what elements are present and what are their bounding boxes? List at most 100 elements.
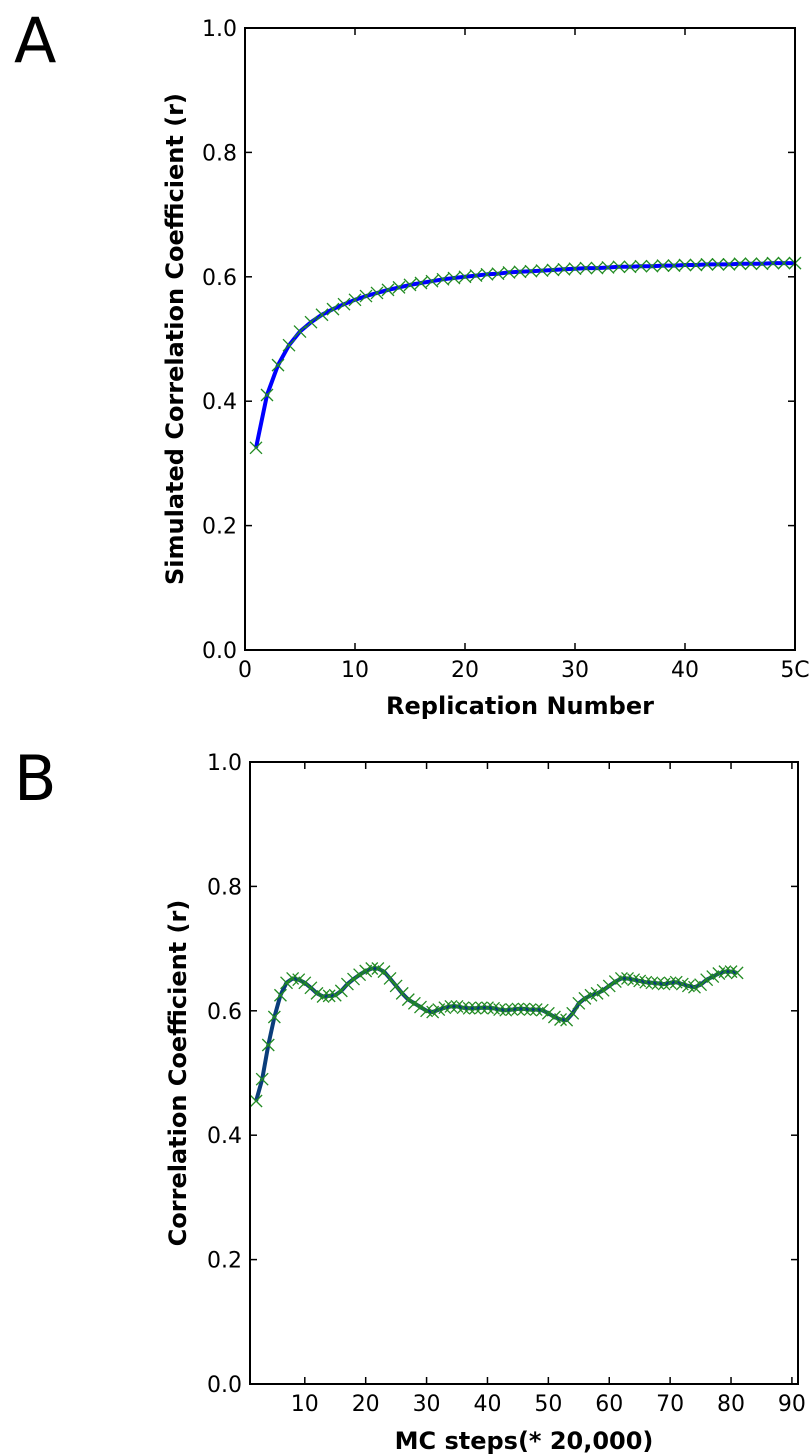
panel-a-data-point — [337, 297, 351, 311]
panel-b-y-tick-label: 0.6 — [207, 1000, 242, 1025]
panel-b-data-point — [444, 999, 458, 1013]
panel-b-data-point — [310, 986, 324, 1000]
panel-b-data-point — [590, 986, 604, 1000]
panel-b-data-point — [261, 1038, 275, 1052]
panel-a-data-point — [689, 258, 703, 272]
panel-a-data-point — [557, 262, 571, 276]
panel-a-x-tick-label: 40 — [671, 658, 699, 683]
panel-b-marks — [249, 963, 744, 1108]
panel-b-data-point — [499, 1003, 513, 1017]
panel-letter-b: B — [14, 742, 57, 815]
panel-b-data-point — [347, 972, 360, 986]
panel-a-data-point — [579, 261, 593, 275]
panel-a-data-point — [414, 276, 428, 290]
panel-a-y-tick-label: 0.6 — [202, 266, 237, 291]
panel-b-plot-frame — [249, 761, 799, 1385]
panel-b-data-point — [316, 990, 330, 1003]
panel-a-data-point — [524, 264, 538, 278]
panel-a-y-tick-label: 0.8 — [202, 141, 237, 166]
panel-a-data-point — [260, 388, 274, 402]
panel-a-data-point — [370, 286, 384, 300]
panel-a-data-point — [634, 259, 648, 273]
panel-b-x-tick-label: 50 — [534, 1392, 562, 1417]
panel-a-x-tick-label: 0 — [238, 658, 252, 683]
panel-b-data-point — [614, 971, 628, 985]
panel-b-data-point — [414, 1000, 427, 1014]
panel-b-data-point — [389, 979, 403, 993]
panel-a-x-tick-label: 20 — [451, 658, 479, 683]
panel-a-data-point — [568, 262, 582, 276]
panel-a-data-point — [480, 267, 494, 281]
panel-a-data-point — [491, 267, 505, 281]
panel-b-data-point — [298, 976, 312, 990]
panel-b-data-point — [249, 1094, 263, 1108]
panel-b-data-point — [401, 993, 415, 1007]
panel-a-y-tick-label: 0.4 — [202, 390, 237, 415]
panel-b-data-point — [523, 1003, 537, 1017]
panel-b-data-point — [541, 1006, 555, 1020]
panel-b-data-point — [602, 979, 616, 993]
panel-b-data-point — [493, 1003, 507, 1017]
panel-a-data-point — [667, 259, 681, 273]
panel-b-data-point — [517, 1002, 531, 1016]
panel-b-y-tick-label: 1.0 — [207, 751, 242, 776]
panel-b-data-point — [328, 988, 342, 1002]
panel-a-data-point — [777, 256, 791, 270]
panel-a-data-point — [271, 358, 285, 372]
panel-b-data-point — [340, 977, 354, 991]
panel-a-data-point — [535, 264, 549, 278]
panel-b-x-tick-label: 20 — [352, 1392, 380, 1417]
panel-b-data-point — [456, 1001, 470, 1015]
panel-a-data-point — [645, 259, 659, 273]
panel-b-x-tick-label: 80 — [717, 1392, 745, 1417]
panel-a-y-tick-label: 0.0 — [202, 639, 237, 664]
panel-b-x-tick-label: 10 — [291, 1392, 319, 1417]
panel-a-data-point — [656, 259, 670, 273]
panel-b-data-point — [468, 1001, 482, 1015]
panel-b-data-point — [255, 1072, 269, 1086]
panel-b-data-point — [462, 1001, 476, 1015]
panel-b-data-point — [292, 973, 306, 987]
panel-b-data-point — [383, 971, 397, 985]
panel-a-data-point — [623, 260, 637, 274]
panel-b-y-tick-label: 0.2 — [207, 1249, 242, 1274]
panel-a-x-tick-label: 5C — [780, 658, 809, 683]
panel-a-data-point — [458, 270, 472, 284]
panel-a-data-point — [744, 257, 758, 271]
panel-a-data-point — [249, 441, 263, 455]
panel-b-x-tick-label: 60 — [595, 1392, 623, 1417]
panel-b-x-axis-label: MC steps(* 20,000) — [395, 1427, 654, 1454]
panel-b-data-point — [596, 983, 610, 997]
panel-a-x-tick-label: 10 — [341, 658, 369, 683]
panel-b-data-point — [554, 1013, 567, 1026]
panel-a-data-point — [282, 338, 296, 352]
panel-b-data-point — [535, 1003, 549, 1017]
panel-b-data-point — [407, 996, 421, 1010]
panel-b-data-point — [706, 970, 720, 984]
panel-b-data-point — [608, 975, 622, 989]
panel-b-data-point — [267, 1010, 281, 1024]
panel-b-data-point — [505, 1003, 519, 1017]
panel-a-data-point — [700, 257, 714, 271]
panel-a-data-point — [612, 260, 626, 274]
panel-a-data-point — [755, 257, 769, 271]
panel-a-data-point — [546, 263, 560, 277]
panel-a-data-point — [502, 265, 516, 279]
panel-b-data-point — [353, 968, 367, 982]
panel-b-data-point — [578, 991, 592, 1005]
panel-a-data-point — [381, 283, 395, 297]
panel-b-x-tick-label: 30 — [413, 1392, 441, 1417]
panel-a-x-tick-label: 30 — [561, 658, 589, 683]
panel-a-data-point — [392, 280, 406, 294]
panel-b-x-tick-label: 90 — [778, 1392, 806, 1417]
panel-a-data-point — [293, 325, 307, 338]
panel-a-data-point — [469, 269, 483, 283]
panel-a-ticks: 0.0 0.2 0.4 0.6 0.8 1.0 0 10 20 30 40 5C — [202, 17, 810, 683]
panel-b-data-point — [511, 1002, 525, 1016]
panel-a-y-tick-label: 0.2 — [202, 515, 237, 540]
panel-a-chart: 0.0 0.2 0.4 0.6 0.8 1.0 0 10 20 30 40 5C Replicatio… — [161, 17, 810, 720]
panel-a-data-point — [403, 278, 417, 292]
panel-a-data-point — [733, 257, 747, 271]
panel-a-data-point — [711, 257, 725, 271]
